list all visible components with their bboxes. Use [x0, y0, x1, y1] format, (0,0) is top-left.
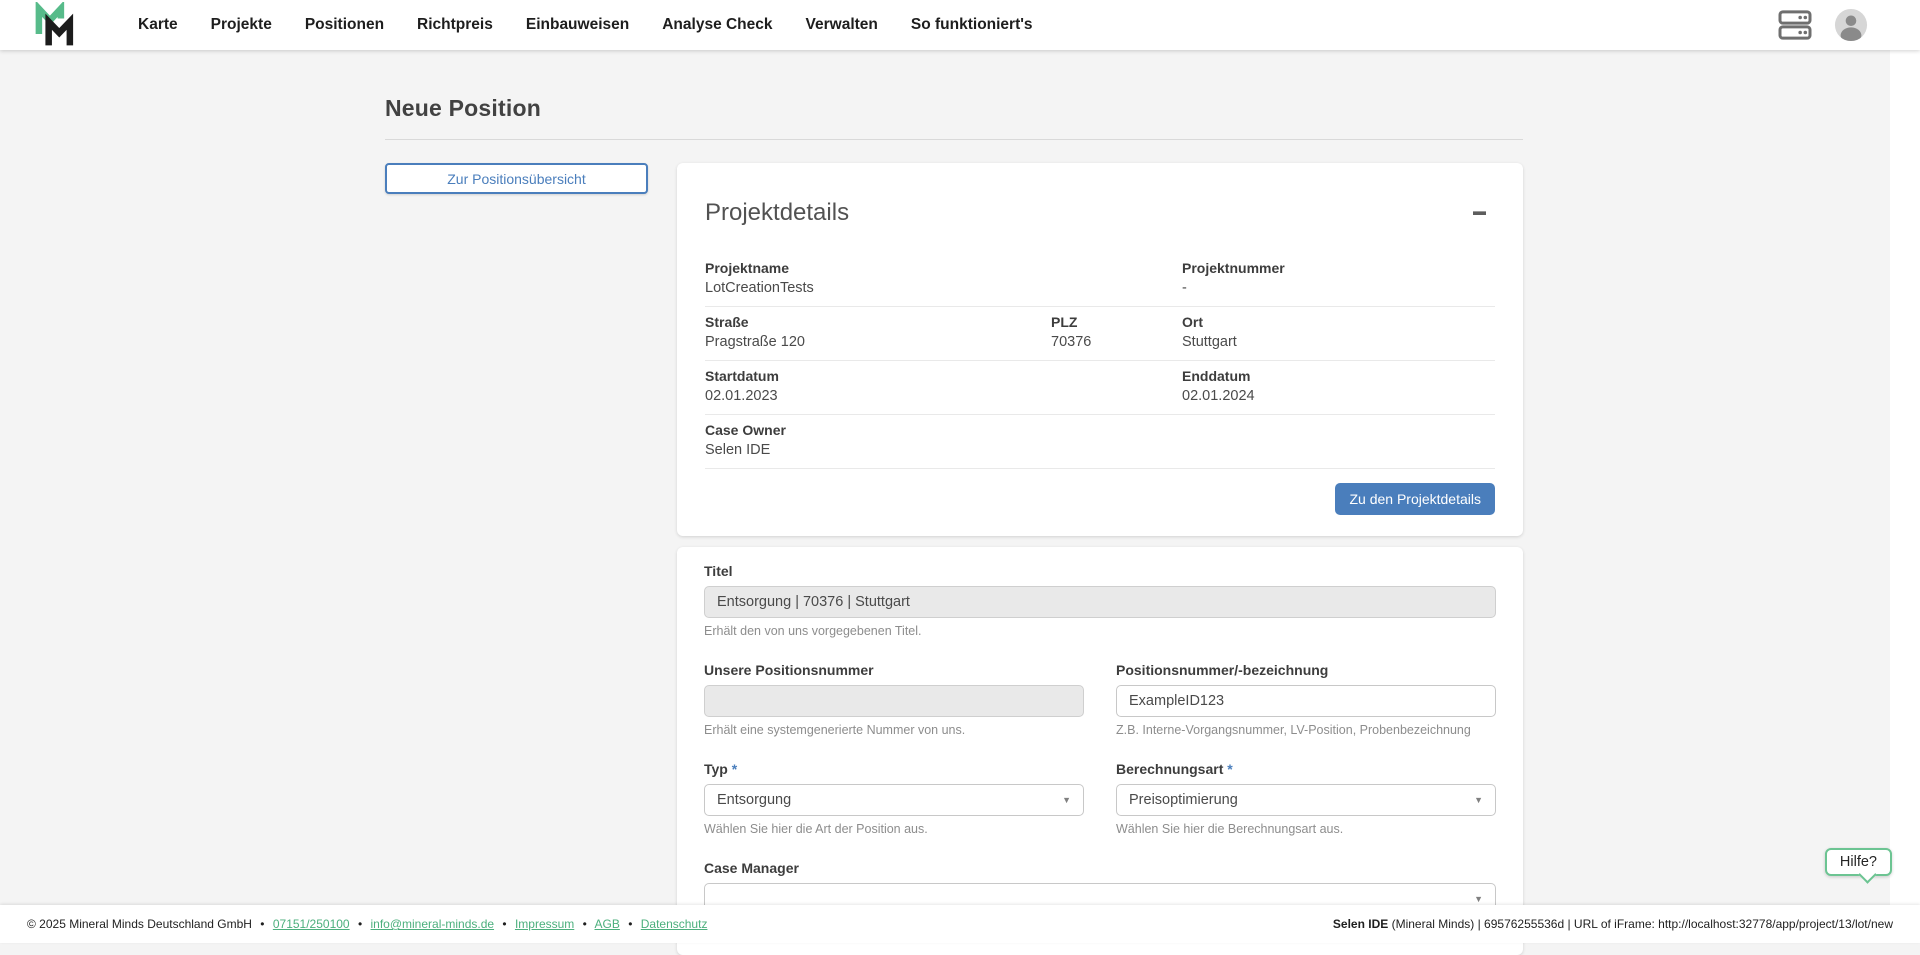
help-button[interactable]: Hilfe? — [1825, 848, 1892, 876]
chevron-down-icon: ▼ — [1474, 795, 1483, 805]
page-footer: © 2025 Mineral Minds Deutschland GmbH • … — [0, 905, 1920, 943]
back-to-positions-button[interactable]: Zur Positionsübersicht — [385, 163, 648, 194]
field-label: Projektname — [705, 259, 1182, 278]
nav-item-richtpreis[interactable]: Richtpreis — [417, 16, 493, 34]
nav-item-positionen[interactable]: Positionen — [305, 16, 384, 34]
field-label: PLZ — [1051, 313, 1182, 332]
field-label: Enddatum — [1182, 367, 1495, 386]
field-value: - — [1182, 278, 1495, 298]
field-label: Straße — [705, 313, 1051, 332]
go-to-project-details-button[interactable]: Zu den Projektdetails — [1335, 483, 1495, 515]
required-asterisk: * — [1227, 761, 1232, 777]
field-label: Ort — [1182, 313, 1495, 332]
titel-helper-text: Erhält den von uns vorgegebenen Titel. — [704, 624, 1496, 638]
field-value: Selen IDE — [705, 440, 1182, 460]
berechnungsart-selected-value: Preisoptimierung — [1129, 792, 1238, 808]
user-avatar-icon[interactable] — [1834, 8, 1868, 42]
titel-input[interactable] — [704, 586, 1496, 618]
field-value: 02.01.2023 — [705, 386, 1182, 406]
table-row: Projektname LotCreationTests Projektnumm… — [705, 253, 1495, 307]
required-asterisk: * — [732, 761, 737, 777]
footer-legal: © 2025 Mineral Minds Deutschland GmbH • … — [27, 917, 707, 931]
table-row: Straße Pragstraße 120 PLZ 70376 Ort Stut… — [705, 307, 1495, 361]
position-number-label: Positionsnummer/-bezeichnung — [1116, 662, 1496, 678]
our-position-number-field-group: Unsere Positionsnummer Erhält eine syste… — [704, 662, 1084, 737]
nav-item-verwalten[interactable]: Verwalten — [806, 16, 878, 34]
field-label: Case Owner — [705, 421, 1182, 440]
minus-icon — [1473, 211, 1486, 215]
berechnungsart-select[interactable]: Preisoptimierung ▼ — [1116, 784, 1496, 816]
main-menu: Karte Projekte Positionen Richtpreis Ein… — [138, 16, 1778, 34]
page-title: Neue Position — [385, 95, 1523, 122]
top-navigation: Karte Projekte Positionen Richtpreis Ein… — [0, 0, 1920, 50]
nav-right-icons — [1778, 8, 1868, 42]
typ-label: Typ * — [704, 761, 1084, 777]
nav-item-analyse-check[interactable]: Analyse Check — [662, 16, 772, 34]
project-details-card: Projektdetails Projektname LotCreationTe… — [677, 163, 1523, 536]
our-position-number-input[interactable] — [704, 685, 1084, 717]
our-position-number-helper-text: Erhält eine systemgenerierte Nummer von … — [704, 723, 1084, 737]
position-number-helper-text: Z.B. Interne-Vorgangsnummer, LV-Position… — [1116, 723, 1496, 737]
nav-item-einbauweisen[interactable]: Einbauweisen — [526, 16, 629, 34]
nav-item-karte[interactable]: Karte — [138, 16, 178, 34]
berechnungsart-label: Berechnungsart * — [1116, 761, 1496, 777]
table-row: Case Owner Selen IDE — [705, 415, 1495, 469]
field-value: 02.01.2024 — [1182, 386, 1495, 406]
position-number-field-group: Positionsnummer/-bezeichnung Z.B. Intern… — [1116, 662, 1496, 737]
case-manager-label: Case Manager — [704, 860, 1496, 876]
field-value: LotCreationTests — [705, 278, 1182, 298]
email-link[interactable]: info@mineral-minds.de — [370, 917, 494, 931]
typ-field-group: Typ * Entsorgung ▼ Wählen Sie hier die A… — [704, 761, 1084, 836]
titel-label: Titel — [704, 563, 1496, 579]
collapse-card-button[interactable] — [1473, 205, 1495, 221]
datenschutz-link[interactable]: Datenschutz — [641, 917, 708, 931]
our-position-number-label: Unsere Positionsnummer — [704, 662, 1084, 678]
berechnungsart-field-group: Berechnungsart * Preisoptimierung ▼ Wähl… — [1116, 761, 1496, 836]
field-value: Stuttgart — [1182, 332, 1495, 352]
typ-selected-value: Entsorgung — [717, 792, 791, 808]
mineral-minds-logo-icon[interactable] — [34, 2, 78, 48]
project-details-title: Projektdetails — [705, 199, 849, 227]
field-label: Startdatum — [705, 367, 1182, 386]
agb-link[interactable]: AGB — [595, 917, 620, 931]
impressum-link[interactable]: Impressum — [515, 917, 574, 931]
chevron-down-icon: ▼ — [1474, 894, 1483, 904]
typ-helper-text: Wählen Sie hier die Art der Position aus… — [704, 822, 1084, 836]
titel-field-group: Titel Erhält den von uns vorgegebenen Ti… — [704, 563, 1496, 638]
server-icon[interactable] — [1778, 10, 1812, 40]
session-user: Selen IDE — [1333, 917, 1388, 931]
berechnungsart-helper-text: Wählen Sie hier die Berechnungsart aus. — [1116, 822, 1496, 836]
session-details: (Mineral Minds) | 69576255536d | URL of … — [1388, 917, 1893, 931]
table-row: Startdatum 02.01.2023 Enddatum 02.01.202… — [705, 361, 1495, 415]
typ-select[interactable]: Entsorgung ▼ — [704, 784, 1084, 816]
nav-item-so-funktionierts[interactable]: So funktioniert's — [911, 16, 1033, 34]
phone-link[interactable]: 07151/250100 — [273, 917, 350, 931]
field-value: 70376 — [1051, 332, 1182, 352]
new-position-form-card: Titel Erhält den von uns vorgegebenen Ti… — [677, 547, 1523, 955]
session-info: Selen IDE (Mineral Minds) | 69576255536d… — [1333, 917, 1893, 931]
page-body: Neue Position Zur Positionsübersicht Pro… — [0, 50, 1890, 955]
scrollbar-gutter[interactable] — [1890, 50, 1920, 905]
copyright-text: © 2025 Mineral Minds Deutschland GmbH — [27, 917, 252, 931]
nav-item-projekte[interactable]: Projekte — [211, 16, 272, 34]
field-label: Projektnummer — [1182, 259, 1495, 278]
position-number-input[interactable] — [1116, 685, 1496, 717]
field-value: Pragstraße 120 — [705, 332, 1051, 352]
title-divider — [385, 139, 1523, 140]
chevron-down-icon: ▼ — [1062, 795, 1071, 805]
